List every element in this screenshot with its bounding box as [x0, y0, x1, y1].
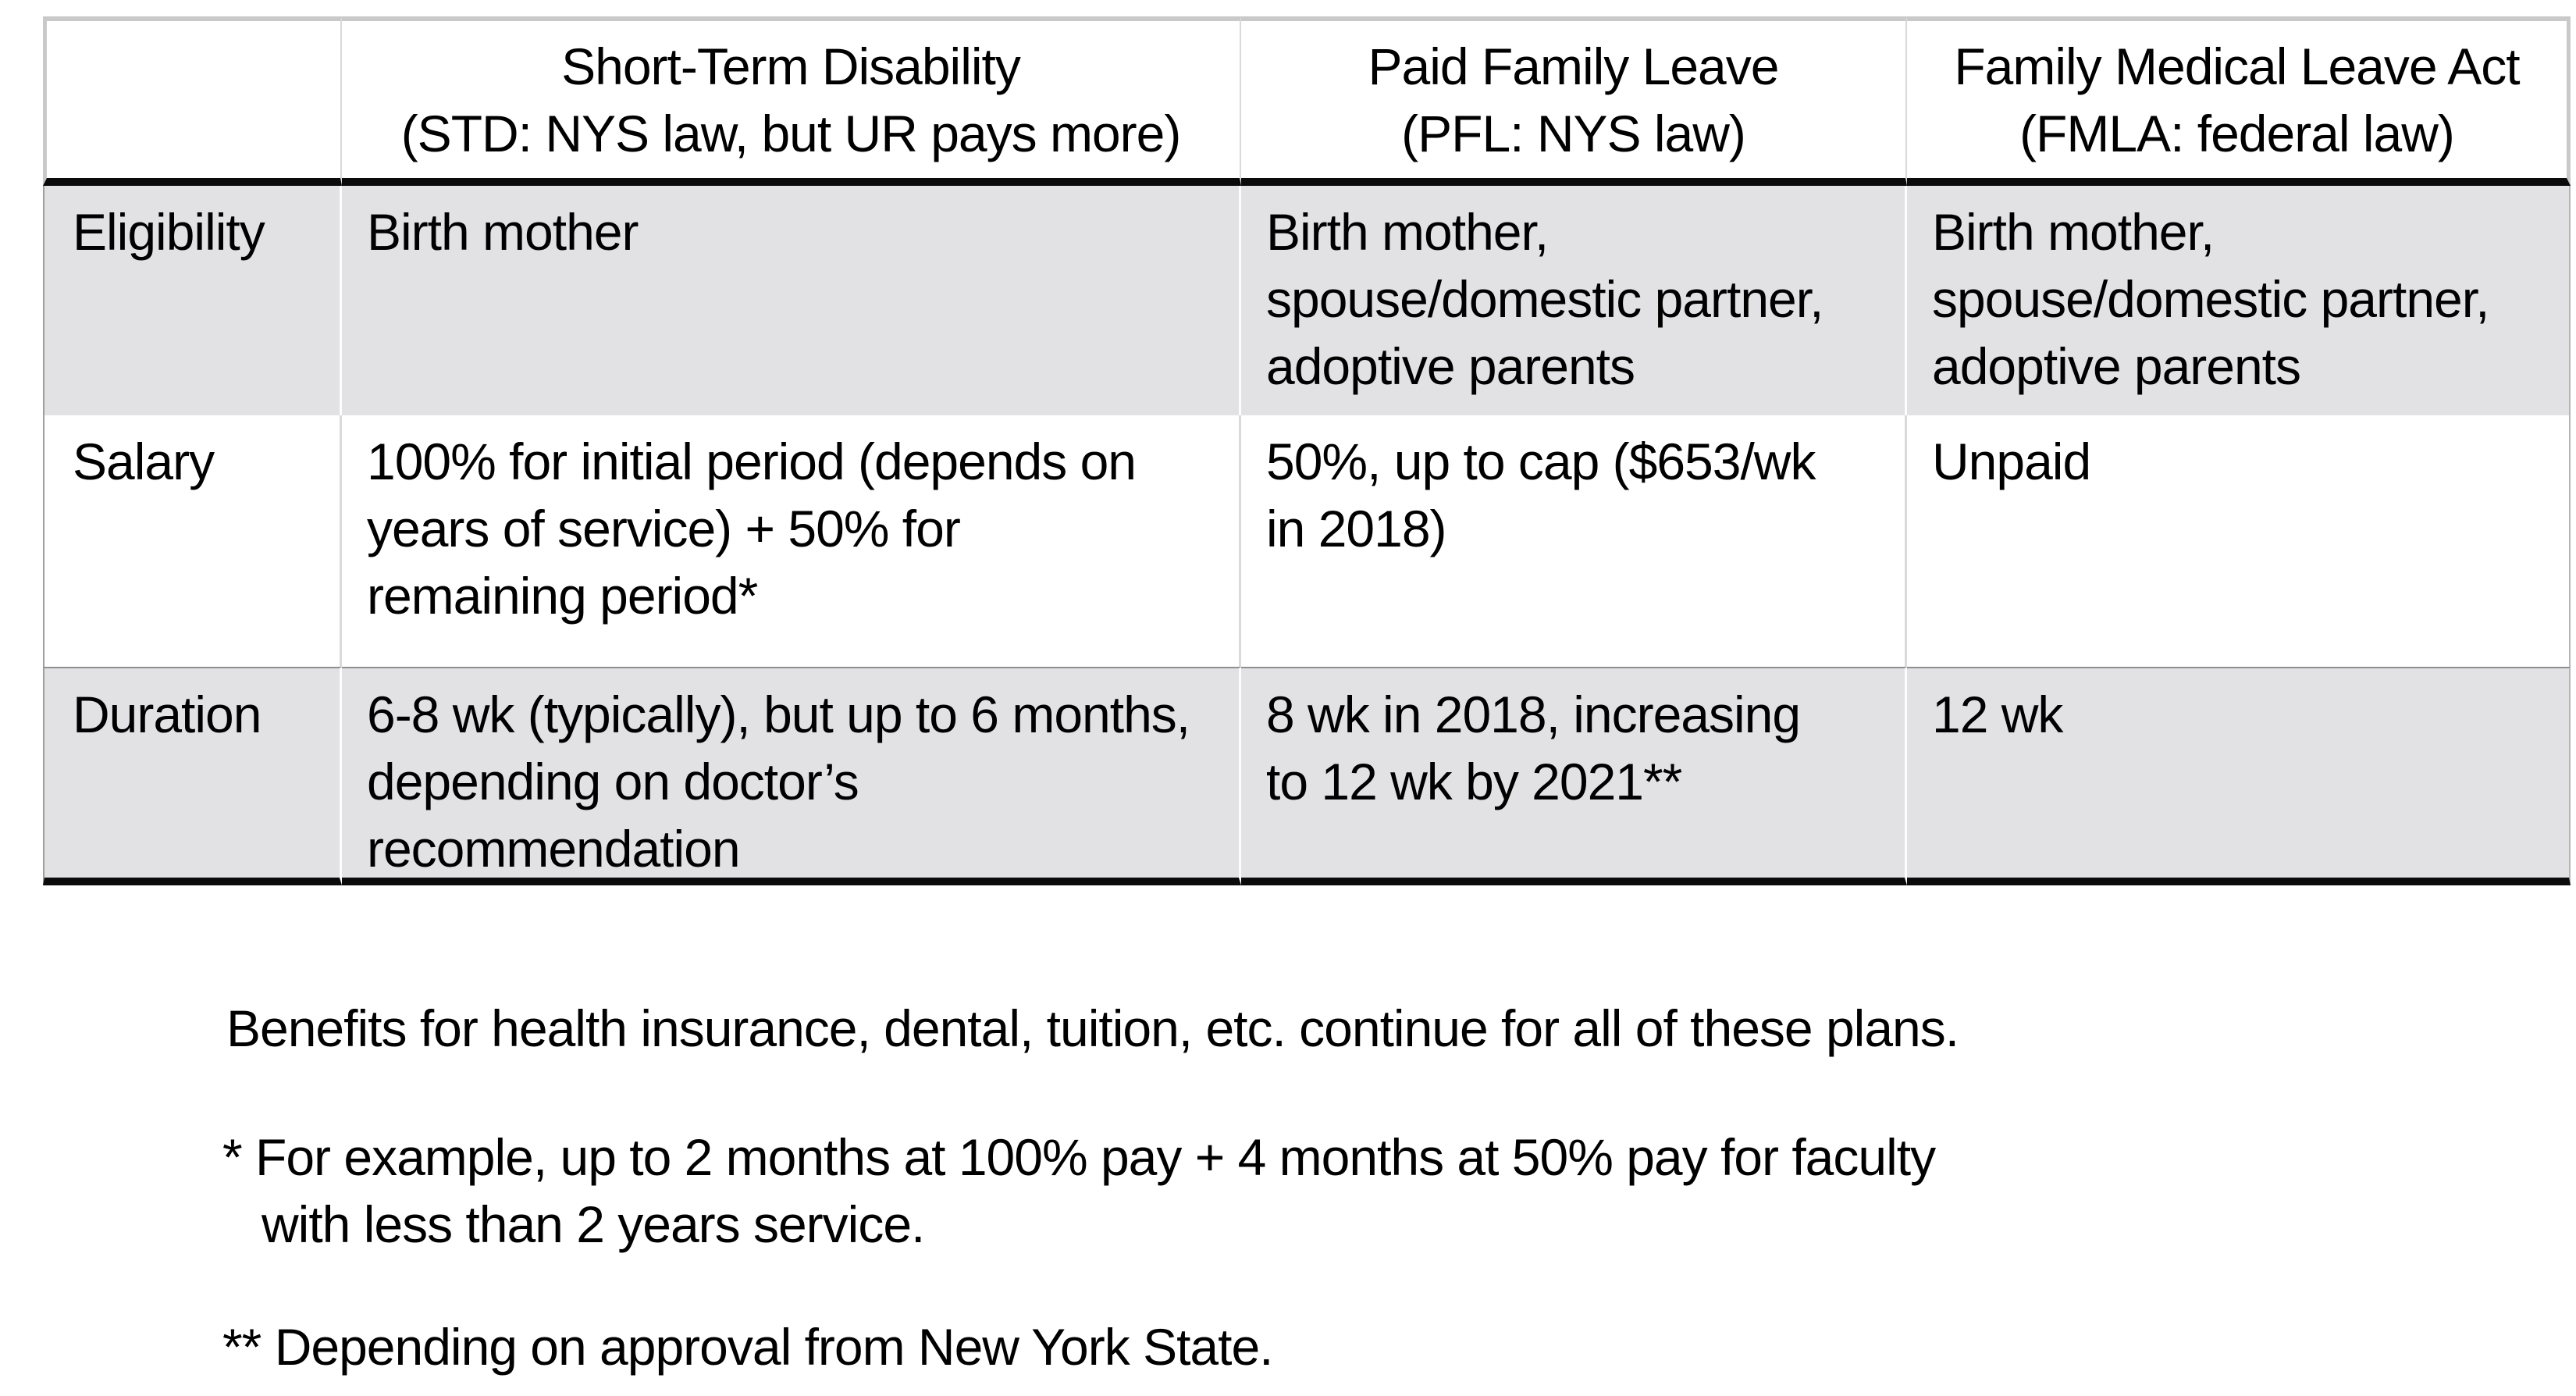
col-header-subtitle: (STD: NYS law, but UR pays more): [400, 104, 1182, 162]
col-header-std: Short-Term Disability (STD: NYS law, but…: [342, 16, 1241, 186]
cell-salary-fmla: Unpaid: [1907, 415, 2571, 667]
cell-salary-pfl: 50%, up to cap ($653/wk in 2018): [1241, 415, 1907, 667]
col-header-pfl: Paid Family Leave (PFL: NYS law): [1241, 16, 1907, 186]
note-line: * For example, up to 2 months at 100% pa…: [222, 1128, 1936, 1186]
col-header-subtitle: (FMLA: federal law): [2019, 104, 2455, 162]
cell-duration-fmla: 12 wk: [1907, 667, 2571, 885]
col-header-subtitle: (PFL: NYS law): [1401, 104, 1746, 162]
note-double-asterisk-approval: ** Depending on approval from New York S…: [222, 1313, 1274, 1380]
cell-salary-std: 100% for initial period (depends on year…: [342, 415, 1241, 667]
cell-eligibility-std: Birth mother: [342, 186, 1241, 415]
col-header-title: Paid Family Leave: [1368, 37, 1780, 95]
note-line: Benefits for health insurance, dental, t…: [226, 999, 1959, 1057]
col-header-title: Family Medical Leave Act: [1954, 37, 2520, 95]
row-label-duration: Duration: [43, 667, 342, 885]
col-header-blank: [43, 16, 342, 186]
cell-duration-std: 6-8 wk (typically), but up to 6 months, …: [342, 667, 1241, 885]
note-benefits-continue: Benefits for health insurance, dental, t…: [226, 995, 1959, 1062]
row-label-salary: Salary: [43, 415, 342, 667]
benefits-comparison-table: Short-Term Disability (STD: NYS law, but…: [43, 16, 2571, 885]
note-asterisk-example: * For example, up to 2 months at 100% pa…: [222, 1124, 1936, 1258]
cell-duration-pfl: 8 wk in 2018, increasing to 12 wk by 202…: [1241, 667, 1907, 885]
note-line: with less than 2 years service.: [262, 1195, 925, 1253]
note-line: ** Depending on approval from New York S…: [222, 1318, 1274, 1376]
cell-eligibility-fmla: Birth mother, spouse/domestic partner, a…: [1907, 186, 2571, 415]
row-label-eligibility: Eligibility: [43, 186, 342, 415]
col-header-fmla: Family Medical Leave Act (FMLA: federal …: [1907, 16, 2571, 186]
cell-eligibility-pfl: Birth mother, spouse/domestic partner, a…: [1241, 186, 1907, 415]
col-header-title: Short-Term Disability: [561, 37, 1021, 95]
